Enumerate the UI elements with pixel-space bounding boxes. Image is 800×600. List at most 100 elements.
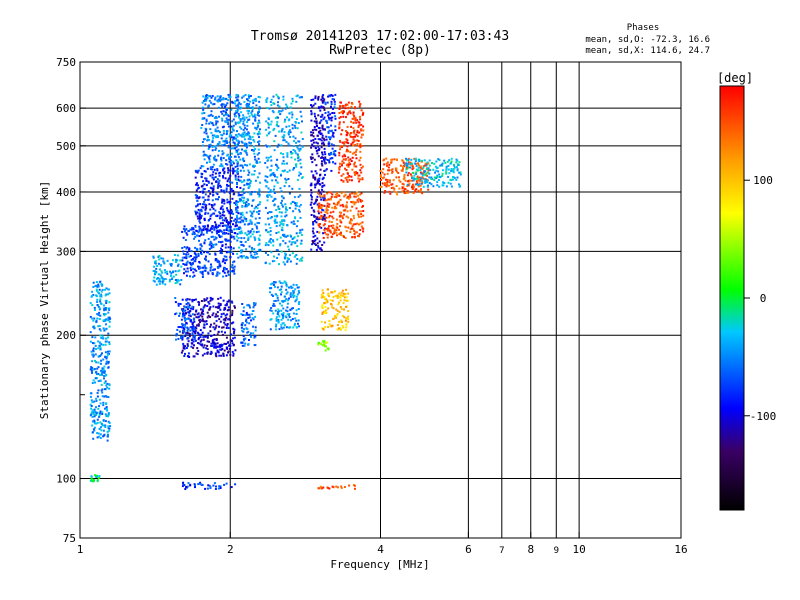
data-point [447, 164, 450, 167]
data-point [217, 234, 220, 236]
data-point [339, 204, 342, 207]
x-minor-tick-label: 7 [499, 546, 504, 556]
data-point [310, 170, 313, 173]
data-point [160, 270, 163, 273]
data-point [346, 201, 348, 204]
data-point [226, 183, 228, 186]
data-point [282, 136, 285, 139]
data-point [231, 342, 234, 345]
data-point [295, 299, 298, 302]
data-point [253, 132, 256, 135]
data-point [294, 150, 297, 153]
data-point [221, 112, 224, 115]
data-point [105, 287, 108, 290]
data-point [199, 203, 202, 206]
data-point [230, 108, 233, 111]
data-point [342, 294, 345, 297]
data-point [212, 137, 215, 139]
data-point [232, 235, 235, 238]
data-point [219, 222, 222, 225]
data-point [236, 201, 239, 203]
data-point [223, 144, 226, 147]
data-point [180, 265, 183, 268]
data-point [203, 352, 206, 355]
data-point [237, 121, 240, 124]
data-point [323, 241, 326, 244]
data-point [186, 298, 189, 301]
data-point [239, 198, 242, 201]
data-point [286, 259, 289, 262]
data-point [314, 95, 317, 98]
data-point [324, 199, 327, 202]
data-point [448, 172, 451, 175]
data-point [344, 158, 347, 160]
data-point [277, 101, 279, 104]
data-point [273, 149, 276, 152]
data-point [197, 253, 200, 255]
data-point [224, 323, 227, 326]
data-point [203, 138, 206, 141]
data-point [104, 388, 106, 391]
data-point [299, 172, 302, 175]
data-point [324, 302, 327, 305]
data-point [294, 288, 297, 291]
data-point [321, 136, 324, 139]
data-point [230, 270, 233, 273]
data-point [327, 141, 330, 144]
data-point [100, 283, 103, 286]
data-point [278, 263, 280, 266]
data-point [232, 129, 235, 132]
data-point [222, 98, 225, 101]
data-point [94, 344, 97, 347]
data-point [205, 122, 208, 125]
data-point [359, 169, 362, 172]
data-point [107, 336, 110, 339]
data-point [253, 98, 256, 101]
data-point [202, 100, 205, 102]
data-point [295, 118, 298, 120]
data-point [233, 260, 236, 263]
data-point [320, 105, 323, 108]
data-point [315, 218, 318, 220]
data-point [254, 190, 257, 193]
data-point [198, 319, 201, 322]
data-point [347, 315, 350, 318]
data-point [265, 229, 268, 232]
data-point [359, 163, 362, 166]
data-point [290, 285, 292, 288]
data-point [270, 120, 273, 123]
data-point [239, 103, 242, 106]
data-point [343, 299, 346, 302]
data-point [274, 134, 277, 137]
data-point [335, 308, 338, 311]
data-point [98, 414, 101, 417]
data-point [351, 201, 354, 204]
data-point [98, 318, 101, 320]
data-point [358, 131, 361, 134]
data-point [348, 175, 351, 177]
data-point [247, 237, 250, 240]
x-minor-tick-label: 9 [554, 546, 559, 556]
data-point [183, 268, 186, 271]
data-point [322, 176, 325, 179]
data-point [340, 319, 343, 322]
data-point [183, 313, 186, 316]
data-point [358, 159, 361, 162]
data-point [312, 227, 315, 230]
data-point [254, 344, 257, 346]
data-point [270, 309, 273, 312]
data-point [441, 172, 444, 175]
data-point [212, 207, 215, 210]
data-point [342, 121, 345, 124]
data-point [232, 332, 235, 335]
data-point [440, 163, 443, 166]
data-point [319, 138, 322, 141]
data-point [240, 181, 243, 184]
data-point [344, 329, 347, 332]
data-point [273, 188, 275, 191]
data-point [353, 171, 356, 174]
data-point [223, 110, 226, 113]
data-point [198, 303, 200, 306]
data-point [181, 230, 184, 233]
data-point [295, 262, 298, 265]
